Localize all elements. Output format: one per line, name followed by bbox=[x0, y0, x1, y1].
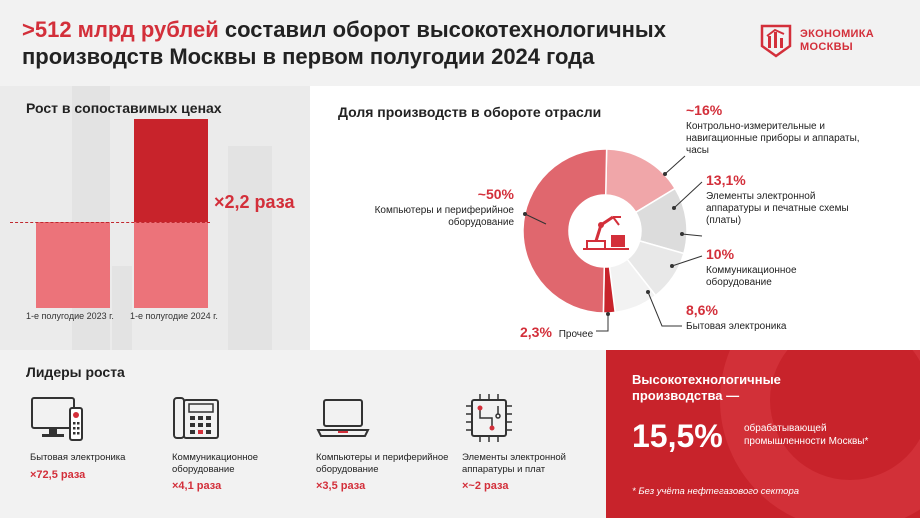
donut-chart bbox=[522, 148, 703, 332]
background-stripe bbox=[112, 266, 132, 350]
bar-2024-base bbox=[134, 222, 208, 308]
growth-multiplier: ×2,2 раза bbox=[214, 192, 295, 212]
leader-line bbox=[681, 233, 703, 237]
leaders-panel: Лидеры роста Бытовая электроника ×72,5 р… bbox=[0, 350, 606, 518]
tv-icon bbox=[31, 397, 83, 441]
bar-2024-growth bbox=[134, 118, 208, 222]
leader-item: Элементы электронной аппаратуры и плат ×… bbox=[462, 394, 602, 492]
donut-center bbox=[571, 197, 639, 265]
share-panel: Доля производств в обороте отрасли ~50% … bbox=[310, 86, 920, 350]
leader-dot bbox=[670, 264, 674, 268]
leader-dot bbox=[646, 290, 650, 294]
leader-line bbox=[524, 213, 547, 225]
leader-value: ×4,1 раза bbox=[172, 480, 222, 492]
leader-item: Коммуникационное оборудование ×4,1 раза bbox=[172, 394, 312, 492]
annotation-household: 8,6% Бытовая электроника bbox=[686, 302, 826, 333]
leader-dot bbox=[680, 232, 684, 236]
text-electronics: Элементы электронной аппаратуры и печатн… bbox=[706, 191, 849, 226]
bar-label-2023: 1-е полугодие 2023 г. bbox=[26, 311, 114, 321]
leader-line bbox=[647, 291, 682, 327]
pct-communication: 10% bbox=[706, 246, 735, 262]
leader-name: Коммуникационное оборудование bbox=[172, 452, 259, 475]
growth-panel: Рост в сопоставимых ценах ×2,2 раза 1-е … bbox=[0, 86, 310, 350]
pct-instruments: ~16% bbox=[686, 102, 723, 118]
phone-icon bbox=[173, 397, 219, 439]
leaders-title: Лидеры роста bbox=[26, 364, 125, 380]
text-computers: Компьютеры и периферийное оборудование bbox=[374, 205, 514, 228]
leader-value: ×~2 раза bbox=[462, 480, 509, 492]
summary-panel: Высокотехнологичные производства — 15,5%… bbox=[606, 350, 920, 518]
summary-description: обрабатывающей промышленности Москвы* bbox=[744, 423, 869, 447]
bar-label-2024: 1-е полугодие 2024 г. bbox=[130, 311, 218, 321]
share-title: Доля производств в обороте отрасли bbox=[338, 104, 602, 120]
leader-dot bbox=[523, 212, 527, 216]
logo-line1: ЭКОНОМИКА bbox=[800, 28, 875, 40]
summary-heading: Высокотехнологичные производства — bbox=[632, 372, 781, 403]
leader-line bbox=[671, 255, 703, 267]
leader-dot bbox=[672, 206, 676, 210]
leader-item: Бытовая электроника ×72,5 раза bbox=[30, 394, 170, 481]
decor-circle bbox=[770, 350, 920, 480]
leader-line bbox=[673, 181, 703, 209]
leader-item: Компьютеры и периферийное оборудование ×… bbox=[316, 394, 456, 492]
logo-line2: МОСКВЫ bbox=[800, 41, 853, 53]
leader-name: Элементы электронной аппаратуры и плат bbox=[462, 452, 566, 475]
logo: ЭКОНОМИКА МОСКВЫ bbox=[760, 24, 874, 58]
leader-dot bbox=[663, 172, 667, 176]
summary-value: 15,5% bbox=[632, 418, 723, 454]
page-title: >512 млрд рублей составил оборот высокот… bbox=[22, 16, 742, 70]
header: >512 млрд рублей составил оборот высокот… bbox=[0, 0, 920, 86]
pct-electronics: 13,1% bbox=[706, 172, 746, 188]
title-rest: составил оборот высокотехнологичных прои… bbox=[22, 17, 666, 69]
annotation-computers: ~50% Компьютеры и периферийное оборудова… bbox=[344, 186, 514, 229]
logo-text: ЭКОНОМИКА МОСКВЫ bbox=[800, 28, 874, 54]
pct-other: 2,3% bbox=[520, 324, 552, 340]
bar-2023 bbox=[36, 222, 110, 308]
annotation-electronics: 13,1% Элементы электронной аппаратуры и … bbox=[706, 172, 866, 227]
annotation-other: 2,3% Прочее bbox=[520, 324, 640, 341]
laptop-icon bbox=[316, 399, 370, 437]
text-instruments: Контрольно-измерительные и навигационные… bbox=[686, 121, 860, 156]
annotation-communication: 10% Коммуникационное оборудование bbox=[706, 246, 846, 289]
growth-title: Рост в сопоставимых ценах bbox=[26, 100, 222, 116]
summary-footnote: * Без учёта нефтегазового сектора bbox=[632, 486, 800, 497]
text-household: Бытовая электроника bbox=[686, 321, 787, 332]
donut-slice bbox=[522, 148, 608, 314]
title-accent: >512 млрд рублей bbox=[22, 17, 219, 42]
pct-computers: ~50% bbox=[477, 186, 514, 202]
leader-name: Компьютеры и периферийное оборудование bbox=[316, 452, 449, 475]
leader-line bbox=[596, 314, 609, 332]
background-stripe bbox=[228, 146, 272, 350]
leader-value: ×72,5 раза bbox=[30, 468, 86, 481]
logo-icon bbox=[760, 24, 792, 58]
text-other: Прочее bbox=[558, 329, 594, 340]
annotation-instruments: ~16% Контрольно-измерительные и навигаци… bbox=[686, 102, 866, 157]
pct-household: 8,6% bbox=[686, 302, 718, 318]
leader-name: Бытовая электроника bbox=[30, 452, 126, 463]
text-communication: Коммуникационное оборудование bbox=[706, 265, 797, 288]
baseline-dash bbox=[10, 222, 210, 223]
leader-line bbox=[664, 155, 686, 175]
leader-value: ×3,5 раза bbox=[316, 480, 366, 492]
robot-arm-icon bbox=[583, 215, 629, 250]
leader-dot bbox=[606, 312, 610, 316]
chip-icon bbox=[466, 394, 512, 442]
